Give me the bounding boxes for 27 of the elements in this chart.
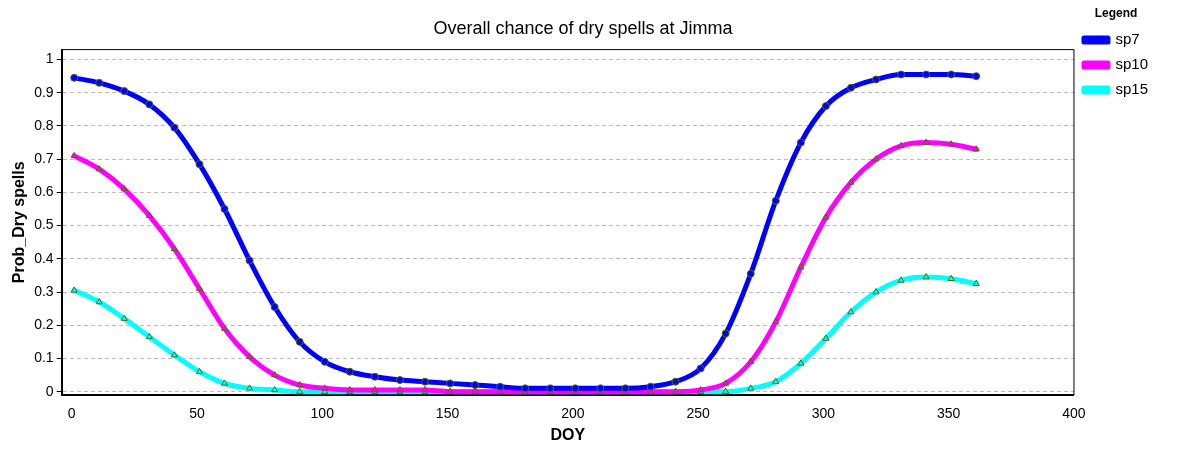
legend-label: sp15 [1115, 80, 1148, 98]
x-axis-title: DOY [550, 425, 586, 443]
x-tick-label: 50 [189, 405, 205, 422]
x-tick-label: 0 [67, 405, 76, 422]
y-tick-label: 0.9 [34, 83, 54, 100]
y-tick-label: 0.5 [34, 216, 54, 233]
x-tick-label: 200 [561, 405, 585, 422]
y-tick-label: 0.7 [34, 150, 54, 167]
chart-title: Overall chance of dry spells at Jimma [433, 17, 734, 38]
legend-title: Legend [1094, 6, 1138, 21]
x-tick-label: 400 [1062, 405, 1086, 422]
legend-label: sp7 [1115, 30, 1140, 48]
x-tick-label: 350 [937, 405, 961, 422]
legend-label: sp10 [1115, 55, 1148, 73]
y-axis-title: Prob_Dry spells [10, 161, 28, 284]
x-tick-label: 250 [686, 405, 711, 422]
x-tick-label: 100 [310, 405, 335, 422]
y-tick-label: 0.8 [34, 116, 54, 133]
y-tick-label: 0.3 [34, 282, 54, 299]
y-tick-label: 0 [45, 382, 54, 399]
x-tick-label: 150 [435, 405, 460, 422]
y-tick-label: 0.1 [34, 349, 54, 366]
x-tick-label: 300 [811, 405, 836, 422]
y-tick-label: 0.4 [34, 249, 54, 266]
y-tick-label: 0.6 [34, 183, 54, 200]
y-tick-label: 1 [45, 50, 54, 67]
y-tick-label: 0.2 [34, 316, 54, 333]
